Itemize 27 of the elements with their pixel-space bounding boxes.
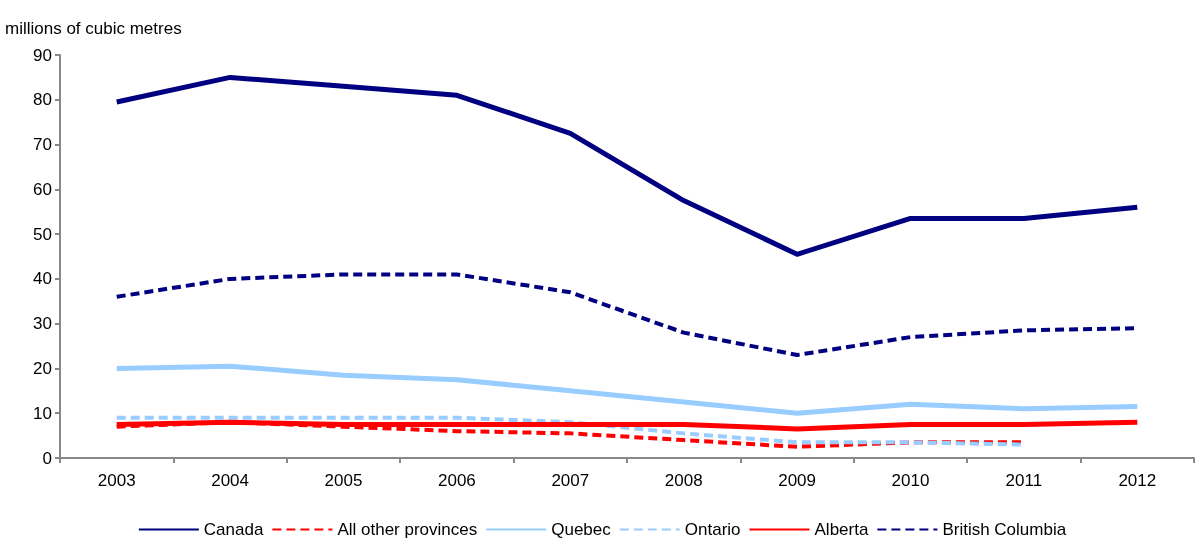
x-tick-label: 2005 xyxy=(324,471,363,490)
x-tick-label: 2003 xyxy=(97,471,136,490)
legend-label: Ontario xyxy=(684,520,741,539)
y-tick-label: 0 xyxy=(42,448,52,468)
y-tick-label: 50 xyxy=(33,224,52,244)
y-tick-label: 30 xyxy=(33,314,52,334)
legend-label: Quebec xyxy=(551,520,612,539)
x-tick-label: 2006 xyxy=(437,471,476,490)
y-tick-label: 20 xyxy=(33,358,52,378)
legend-label: British Columbia xyxy=(942,520,1067,539)
x-tick-label: 2009 xyxy=(778,471,817,490)
x-tick-label: 2011 xyxy=(1005,471,1043,490)
x-tick-label: 2012 xyxy=(1118,471,1157,490)
legend-label: Canada xyxy=(203,520,264,539)
x-tick-label: 2004 xyxy=(211,471,250,490)
y-tick-label: 80 xyxy=(33,90,52,110)
y-tick-label: 70 xyxy=(33,135,52,155)
legend-label: All other provinces xyxy=(337,520,478,539)
x-tick-label: 2007 xyxy=(551,471,590,490)
x-tick-label: 2008 xyxy=(664,471,703,490)
y-axis-title: millions of cubic metres xyxy=(5,19,182,38)
y-tick-label: 60 xyxy=(33,179,52,199)
x-tick-label: 2010 xyxy=(891,471,930,490)
y-tick-label: 10 xyxy=(33,403,52,423)
y-tick-label: 90 xyxy=(33,45,52,65)
legend-label: Alberta xyxy=(814,520,869,539)
y-tick-label: 40 xyxy=(33,269,52,289)
